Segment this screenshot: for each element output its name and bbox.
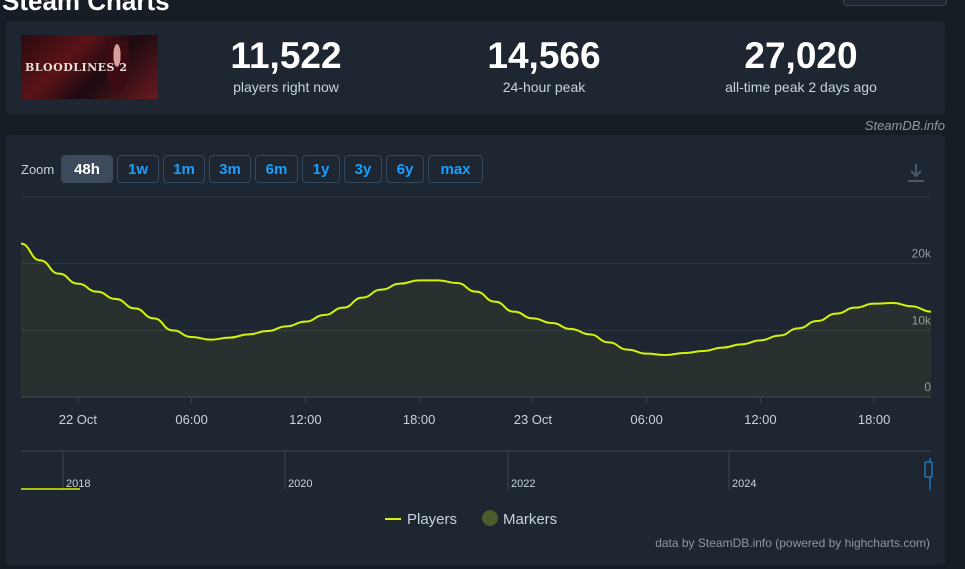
game-logo-text: BLOODLINES 2 bbox=[25, 61, 128, 74]
x-tick-label: 18:00 bbox=[403, 412, 436, 427]
top-right-button[interactable] bbox=[843, 0, 947, 6]
x-tick-label: 23 Oct bbox=[514, 412, 553, 427]
zoom-label: Zoom bbox=[21, 162, 55, 177]
x-tick-label: 06:00 bbox=[175, 412, 208, 427]
stat-all-time-peak-label: all-time peak 2 days ago bbox=[725, 79, 877, 95]
zoom-6y-button[interactable]: 6y bbox=[386, 155, 424, 183]
zoom-48h-button[interactable]: 48h bbox=[61, 155, 113, 183]
y-tick-label: 20k bbox=[912, 247, 932, 261]
steamdb-credit[interactable]: SteamDB.info bbox=[864, 118, 945, 133]
stat-players-now: 11,522 players right now bbox=[206, 35, 366, 96]
legend-players-label[interactable]: Players bbox=[407, 511, 457, 528]
navigator-tick-label: 2022 bbox=[511, 478, 535, 490]
y-tick-label: 0 bbox=[924, 380, 931, 394]
zoom-1y-button[interactable]: 1y bbox=[302, 155, 340, 183]
navigator-tick-label: 2018 bbox=[66, 478, 90, 490]
x-tick-label: 06:00 bbox=[630, 412, 663, 427]
x-tick-label: 12:00 bbox=[744, 412, 777, 427]
stat-24h-peak-label: 24-hour peak bbox=[502, 79, 586, 95]
stat-players-now-value: 11,522 bbox=[230, 35, 342, 76]
x-tick-label: 12:00 bbox=[289, 412, 322, 427]
navigator-tick-label: 2024 bbox=[732, 478, 756, 490]
legend-markers-swatch bbox=[482, 510, 498, 526]
x-tick-label: 22 Oct bbox=[59, 412, 98, 427]
game-cover-image: BLOODLINES 2 bbox=[21, 35, 158, 99]
page-title: Steam Charts bbox=[2, 0, 170, 16]
legend-markers-label[interactable]: Markers bbox=[503, 511, 557, 528]
zoom-6m-button[interactable]: 6m bbox=[255, 155, 298, 183]
highcharts-credit[interactable]: data by SteamDB.info (powered by highcha… bbox=[655, 536, 930, 550]
stat-all-time-peak-value: 27,020 bbox=[744, 35, 858, 76]
stat-players-now-label: players right now bbox=[233, 79, 339, 95]
players-series-line bbox=[20, 242, 932, 357]
character-figure bbox=[103, 41, 131, 99]
download-icon[interactable] bbox=[905, 161, 927, 185]
stats-panel: BLOODLINES 2 11,522 players right now 14… bbox=[6, 21, 945, 114]
x-tick-label: 18:00 bbox=[858, 412, 891, 427]
y-tick-label: 10k bbox=[912, 313, 932, 327]
stat-24h-peak-value: 14,566 bbox=[487, 35, 601, 76]
players-area bbox=[21, 243, 931, 397]
zoom-1w-button[interactable]: 1w bbox=[117, 155, 159, 183]
chart-panel bbox=[6, 135, 945, 565]
stat-24h-peak: 14,566 24-hour peak bbox=[464, 35, 624, 96]
zoom-max-button[interactable]: max bbox=[428, 155, 483, 183]
zoom-1m-button[interactable]: 1m bbox=[163, 155, 205, 183]
navigator-tick-label: 2020 bbox=[288, 478, 312, 490]
zoom-3y-button[interactable]: 3y bbox=[344, 155, 382, 183]
navigator-handle[interactable] bbox=[924, 461, 933, 478]
stat-all-time-peak: 27,020 all-time peak 2 days ago bbox=[696, 35, 906, 96]
zoom-3m-button[interactable]: 3m bbox=[209, 155, 251, 183]
